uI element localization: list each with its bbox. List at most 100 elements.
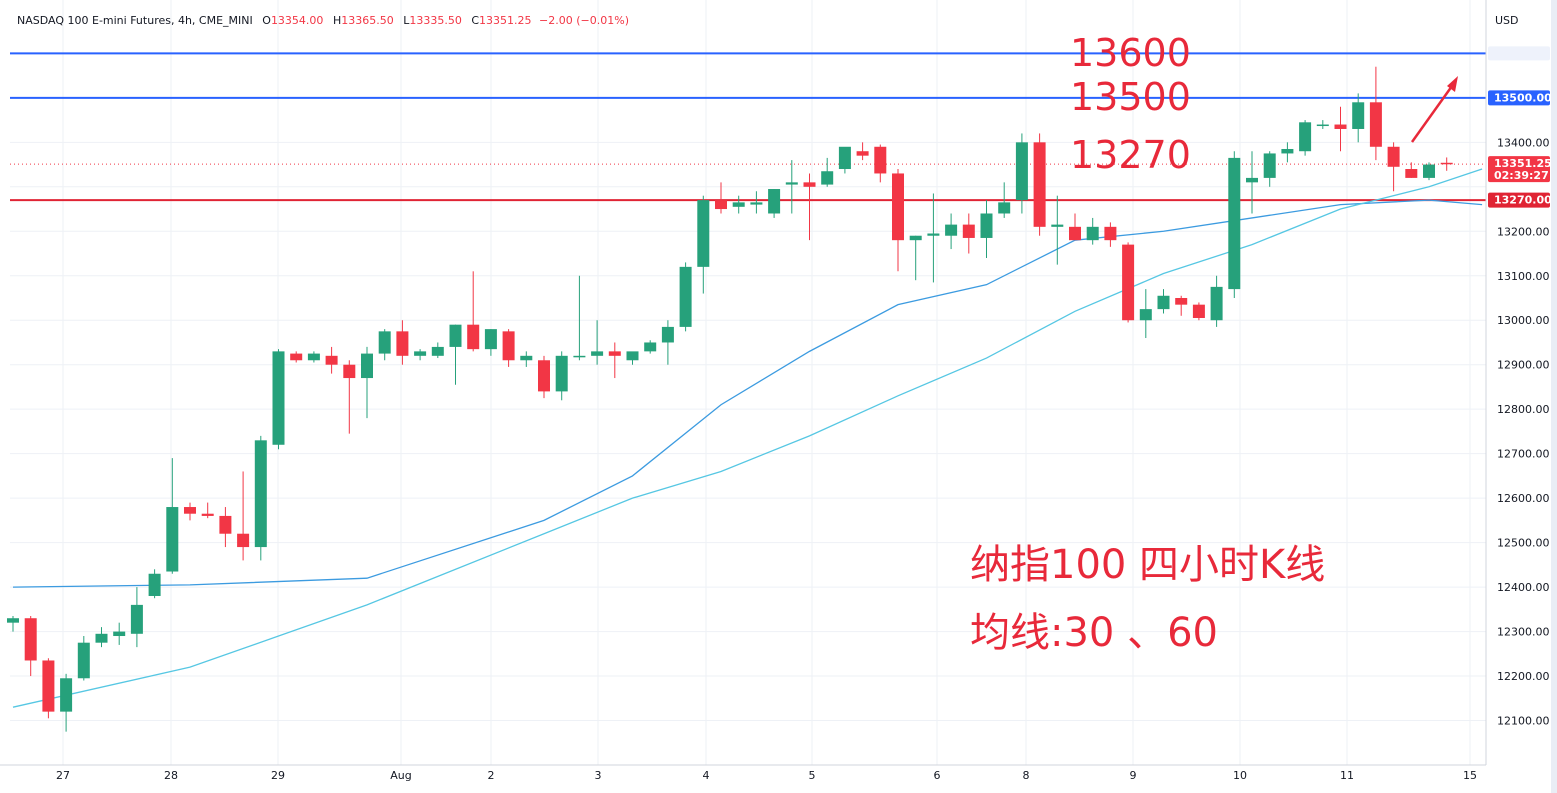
candle-body: [467, 324, 480, 350]
candle-body: [1051, 224, 1064, 227]
candle-body: [679, 266, 692, 327]
candle: [361, 346, 373, 419]
candle: [307, 351, 320, 363]
candle: [732, 195, 745, 214]
candle: [1228, 151, 1241, 298]
candle: [1086, 217, 1099, 245]
horizontal-levels[interactable]: [10, 52, 1486, 202]
candle: [892, 169, 904, 272]
time-tick-label: 11: [1340, 769, 1354, 782]
candle-body: [892, 173, 904, 241]
candle-body: [237, 533, 250, 548]
badge-13500: 13500.00: [1494, 91, 1551, 104]
candle: [998, 182, 1011, 218]
candle: [1157, 289, 1170, 314]
price-tick-label: 12300.00: [1497, 626, 1550, 639]
candle-body: [307, 353, 320, 361]
candle-body: [520, 355, 533, 361]
candle: [1369, 66, 1382, 161]
candle: [325, 346, 338, 374]
high-value: 13365.50: [341, 14, 394, 27]
candle-body: [201, 513, 214, 516]
candle-body: [77, 642, 90, 679]
candle: [1069, 213, 1081, 241]
candle: [484, 329, 497, 356]
candle-body: [325, 355, 338, 365]
candle: [768, 189, 781, 218]
candle-body: [7, 618, 19, 623]
time-tick-label: 10: [1233, 769, 1247, 782]
candle-body: [626, 351, 639, 361]
candle-body: [591, 351, 604, 356]
candle-body: [502, 331, 515, 361]
candle-body: [1104, 226, 1117, 241]
trend-arrow: [1410, 76, 1458, 143]
candle: [945, 213, 958, 250]
open-label: O: [262, 14, 271, 27]
candle: [1104, 222, 1117, 247]
badge-13270-bg: [1488, 192, 1550, 208]
candle: [1352, 93, 1365, 143]
candle: [1192, 302, 1205, 321]
candle-body: [343, 364, 356, 379]
candle-body: [378, 331, 391, 354]
candle: [237, 471, 250, 561]
annotation-13270: 13270: [1070, 133, 1191, 177]
candle: [343, 360, 356, 434]
price-tick-label: 13400.00: [1497, 136, 1550, 149]
candle-body: [555, 355, 568, 392]
candle: [77, 636, 90, 681]
low-value: 13335.50: [409, 14, 462, 27]
close-label: C: [471, 14, 480, 27]
candle: [520, 351, 533, 367]
candle-body: [60, 678, 73, 712]
ma-line-ma60: [12, 168, 1483, 708]
price-axis[interactable]: 13400.00 13300.00 13200.00 13100.00 13000.00…: [1485, 0, 1550, 765]
candle-body: [1316, 124, 1329, 127]
candle: [750, 191, 763, 214]
time-tick-label: 28: [164, 769, 178, 782]
candle: [184, 502, 196, 521]
candle: [679, 262, 692, 332]
candle: [95, 627, 108, 648]
price-tick-label: 12800.00: [1497, 403, 1550, 416]
candle: [1387, 142, 1400, 192]
time-tick-label: 8: [1023, 769, 1030, 782]
candle-body: [254, 440, 267, 548]
candle: [644, 340, 657, 354]
candle: [715, 182, 727, 214]
symbol-name[interactable]: NASDAQ 100 E-mini Futures, 4h, CME_MINI: [17, 14, 253, 27]
candle-body: [1299, 122, 1312, 152]
candle-body: [1334, 124, 1347, 129]
time-axis[interactable]: 27 28 29 Aug 2 3 4 5 6 8 9 10 11 15: [0, 764, 1486, 782]
candle-body: [998, 202, 1011, 214]
candle: [927, 193, 940, 283]
candle-body: [290, 353, 303, 361]
candle-body: [1015, 142, 1028, 201]
candle-body: [1069, 226, 1081, 241]
open-value: 13354.00: [270, 14, 324, 27]
badge-13300-partial-bg: [1488, 179, 1550, 195]
candle-body: [927, 233, 940, 236]
candle: [1281, 142, 1294, 163]
candle-body: [1157, 295, 1170, 310]
candle-body: [184, 507, 196, 514]
candle-body: [697, 200, 710, 267]
candle: [1263, 151, 1276, 187]
candle-body: [1281, 148, 1294, 154]
badge-13270: 13270.00: [1494, 194, 1551, 207]
candle-body: [1387, 146, 1400, 167]
candle-body: [538, 360, 550, 392]
candle-body: [148, 573, 161, 596]
candle-body: [42, 660, 55, 712]
candle: [1139, 289, 1152, 339]
candle: [166, 458, 179, 574]
candle: [1246, 151, 1258, 214]
candle-body: [856, 151, 869, 156]
candles: [7, 66, 1453, 732]
candle-body: [715, 200, 727, 210]
grid: [10, 0, 1486, 765]
ma-note: 均线:30 、60: [970, 610, 1218, 656]
candle: [874, 144, 887, 183]
